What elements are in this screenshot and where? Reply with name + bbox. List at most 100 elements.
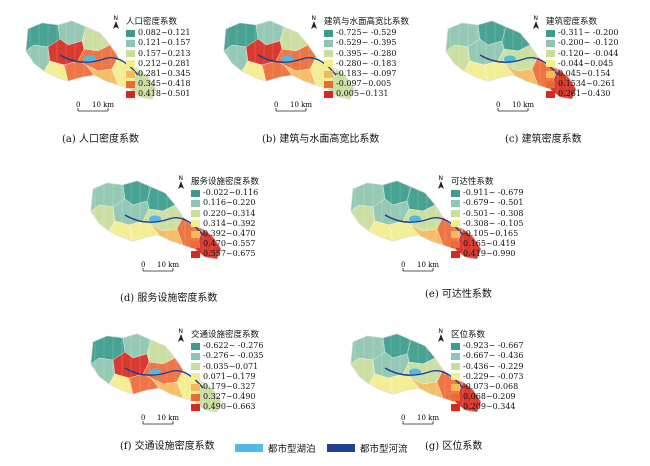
scale-label: 10 km: [157, 261, 179, 269]
lake-swatch: [235, 444, 263, 452]
scale-label: 10 km: [512, 101, 534, 109]
legend-class-label: -0.120~ -0.044: [558, 48, 619, 58]
legend-class-label: -0.308~ -0.105: [463, 218, 524, 228]
legend-class-label: 0.220~0.314: [203, 208, 256, 218]
legend-class-label: 0.165~0.419: [463, 239, 516, 249]
legend-swatch: [324, 29, 333, 37]
legend-class-label: -0.276~ -0.035: [203, 351, 264, 361]
legend-row: -0.529~ -0.395: [324, 38, 409, 48]
legend-row: 0.179~0.327: [191, 382, 263, 392]
map-svg-e: N 0 10 km: [350, 175, 482, 272]
legend-class-label: 0.068~0.209: [463, 392, 516, 402]
map-panel-b: N 0 10 km 建筑与水面高宽比系数 -0.725~ -0.529 -0.529~ -…: [218, 5, 443, 145]
legend-row: 0.121~0.157: [126, 38, 191, 48]
legend-swatch: [451, 220, 460, 228]
legend-swatch: [546, 60, 555, 68]
north-arrow-icon: [438, 334, 444, 342]
legend-swatch: [126, 80, 135, 88]
legend-row: 0.392~0.470: [191, 229, 259, 239]
legend-row: 0.071~0.179: [191, 372, 263, 382]
legend-row: 0.470~0.557: [191, 239, 259, 249]
legend-row: 0.327~0.490: [191, 392, 263, 402]
legend-swatch: [191, 240, 200, 248]
legend-row: -0.280~ -0.183: [324, 59, 409, 69]
legend-title: 可达性系数: [451, 177, 494, 187]
zone-10: [454, 381, 482, 413]
legend-row: 0.261~0.430: [546, 89, 618, 99]
north-label: N: [179, 328, 184, 335]
legend-row: -0.725~ -0.529: [324, 28, 409, 38]
legend-row: -0.667~ -0.436: [451, 351, 523, 361]
legend-class-label: 0.392~0.470: [203, 228, 256, 238]
legend-class-label: -0.311~ -0.200: [558, 28, 619, 38]
legend-f: 交通设施密度系数 -0.622~ -0.276 -0.276~ -0.035 -0.0…: [191, 330, 263, 413]
legend-class-label: 0.261~0.430: [558, 89, 611, 99]
legend-class-label: 0.209~0.344: [463, 402, 516, 412]
zone-10: [194, 381, 222, 413]
scale-zero: 0: [76, 101, 80, 109]
caption-f: (f) 交通设施密度系数: [120, 441, 215, 452]
legend-row: 0.490~0.663: [191, 402, 263, 412]
legend-row: -0.229~ -0.073: [451, 372, 523, 382]
legend-row: -0.622~ -0.276: [191, 341, 263, 351]
north-arrow-icon: [178, 181, 184, 189]
legend-swatch: [451, 342, 460, 350]
scale-zero: 0: [401, 261, 405, 269]
legend-class-label: -0.923~ -0.667: [463, 341, 524, 351]
legend-class-label: -0.200~ -0.120: [558, 38, 619, 48]
legend-swatch: [191, 210, 200, 218]
legend-class-label: -0.280~ -0.183: [336, 58, 397, 68]
legend-swatch: [191, 403, 200, 411]
lake-shape: [504, 55, 516, 63]
legend-swatch: [546, 29, 555, 37]
legend-swatch: [451, 403, 460, 411]
lake-label: 都市型湖泊: [268, 444, 316, 455]
legend-row: 0.314~0.392: [191, 219, 259, 229]
legend-swatch: [324, 70, 333, 78]
legend-swatch: [126, 39, 135, 47]
legend-class-label: -0.105~0.165: [463, 228, 519, 238]
legend-class-label: -0.097~0.005: [336, 79, 392, 89]
legend-title: 交通设施密度系数: [191, 330, 260, 340]
legend-swatch: [451, 230, 460, 238]
zone-10: [549, 68, 577, 100]
legend-title: 服务设施密度系数: [191, 177, 260, 187]
caption-e: (e) 可达性系数: [425, 289, 492, 300]
map-svg-a: N 0 10 km: [25, 15, 157, 112]
legend-row: -0.395~ -0.280: [324, 49, 409, 59]
legend-row: 0.116~0.220: [191, 198, 259, 208]
legend-row: -0.097~0.005: [324, 79, 409, 89]
legend-d: 服务设施密度系数 -0.022~0.116 0.116~0.220 0.220~0.3…: [191, 177, 259, 260]
caption-g: (g) 区位系数: [425, 441, 483, 452]
zone-10: [194, 228, 222, 260]
legend-e: 可达性系数 -0.911~ -0.679 -0.679~ -0.501 -0.501~…: [451, 177, 523, 260]
scale-zero: 0: [401, 414, 405, 422]
lake-shape: [409, 368, 421, 376]
map-panel-e: N 0 10 km 可达性系数 -0.911~ -0.679 -0.679~ -0.501…: [345, 165, 560, 305]
legend-swatch: [126, 70, 135, 78]
legend-swatch: [191, 373, 200, 381]
legend-row: 0.068~0.209: [451, 392, 523, 402]
zone-10: [327, 68, 355, 100]
legend-row: -0.911~ -0.679: [451, 188, 523, 198]
lake-legend-item: 都市型湖泊: [235, 441, 316, 455]
map-svg-c: N 0 10 km: [445, 15, 577, 112]
legend-class-label: -0.022~0.116: [203, 188, 259, 198]
scale-label: 10 km: [157, 414, 179, 422]
legend-row: 0.220~0.314: [191, 209, 259, 219]
legend-swatch: [126, 90, 135, 98]
legend-swatch: [191, 230, 200, 238]
legend-swatch: [451, 250, 460, 258]
legend-class-label: 0.005~0.131: [336, 89, 389, 99]
legend-row: -0.200~ -0.120: [546, 38, 618, 48]
legend-swatch: [546, 90, 555, 98]
legend-class-label: -0.911~ -0.679: [463, 188, 524, 198]
legend-swatch: [324, 90, 333, 98]
river-swatch: [327, 444, 355, 452]
map-svg-d: N 0 10 km: [90, 175, 222, 272]
legend-class-label: 0.419~0.990: [463, 249, 516, 259]
caption-c: (c) 建筑密度系数: [505, 134, 582, 145]
legend-class-label: -0.229~ -0.073: [463, 371, 524, 381]
legend-swatch: [324, 39, 333, 47]
legend-swatch: [451, 383, 460, 391]
